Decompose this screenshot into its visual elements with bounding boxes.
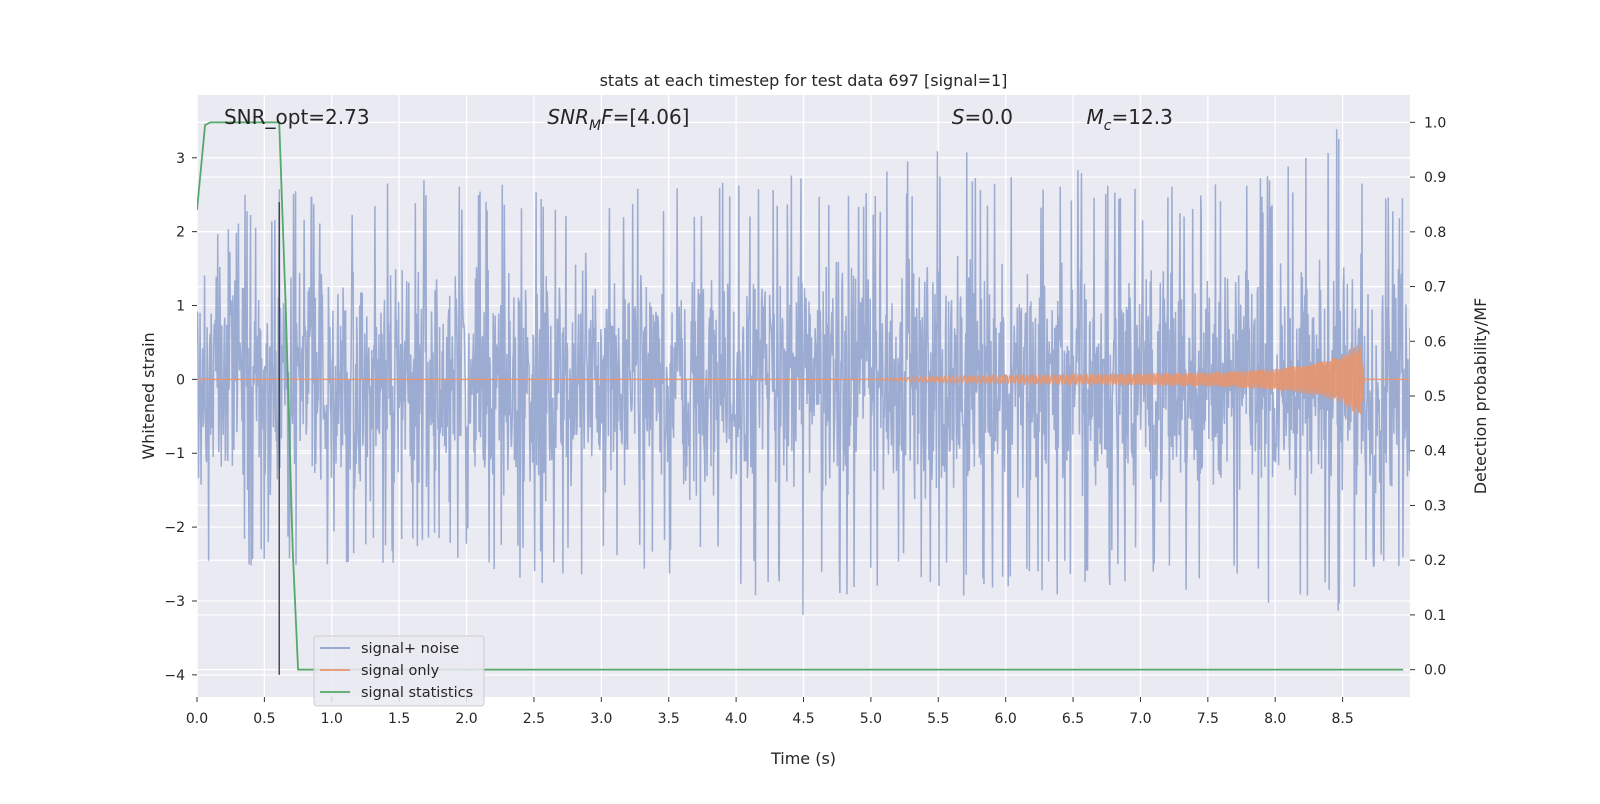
x-tick-label: 0.5 [253,711,275,727]
x-tick-label: 5.0 [860,711,882,727]
legend-label: signal+ noise [361,641,459,657]
y-left-tick-label: −4 [164,668,185,684]
y-right-tick-label: 0.3 [1424,498,1446,514]
y-right-tick-label: 0.0 [1424,663,1446,679]
annotation: Mc=12.3 [1087,105,1173,134]
annotations: SNR_opt=2.73 SNRMF=[4.06] S=0.0 Mc=12.3 [224,105,1173,134]
axes: 0.0 0.5 1.0 1.5 2.0 2.5 3.0 3.5 4.0 4.5 5.0 5.5 6.0 6… [164,115,1446,727]
y-right-tick-label: 0.8 [1424,225,1446,241]
y-left-tick-label: 1 [176,299,185,315]
annotation-tail-rest: =[4.06] [613,105,690,129]
data-layer [197,121,1410,675]
y-right-tick-label: 0.6 [1424,334,1446,350]
annotation-base: M [1087,105,1104,129]
x-tick-label: 6.0 [995,711,1017,727]
annotation-tail: F=[4.06] [601,105,689,129]
x-tick-label: 3.0 [590,711,612,727]
x-tick-label: 7.0 [1129,711,1151,727]
annotation-base: SNR [547,105,589,129]
y-left-tick-label: −1 [164,446,185,462]
x-tick-label: 1.5 [388,711,410,727]
y-axis-label-left: Whitened strain [139,332,158,459]
x-tick-label: 1.0 [321,711,343,727]
y-right-tick-label: 0.5 [1424,389,1446,405]
x-tick-label: 2.0 [455,711,477,727]
annotation: S=0.0 [952,105,1013,129]
annotation-base: S [952,105,965,129]
series-signal-only [197,345,1410,415]
y-right-tick-label: 0.9 [1424,170,1446,186]
annotation: SNRMF=[4.06] [547,105,689,134]
annotation-sub: c [1104,118,1112,134]
chart-title: stats at each timestep for test data 697… [600,71,1008,90]
legend: signal+ noise signal only signal statistic… [313,635,485,707]
x-tick-label: 3.5 [658,711,680,727]
x-tick-label: 4.0 [725,711,747,727]
x-tick-label: 0.0 [186,711,208,727]
annotation: SNR_opt=2.73 [224,105,370,129]
y-right-tick-label: 0.1 [1424,608,1446,624]
y-right-tick-label: 0.7 [1424,280,1446,296]
y-left-tick-label: 0 [176,372,185,388]
y-right-tick-label: 1.0 [1424,115,1446,131]
annotation-tail-italic: F [601,105,613,129]
x-axis-label: Time (s) [770,749,836,768]
y-left-tick-label: −3 [164,594,185,610]
y-axis-label-right: Detection probability/MF [1471,298,1490,495]
x-tick-label: 5.5 [927,711,949,727]
legend-label: signal statistics [361,685,473,701]
x-tick-label: 6.5 [1062,711,1084,727]
x-tick-label: 8.5 [1331,711,1353,727]
x-tick-label: 2.5 [523,711,545,727]
y-right-tick-label: 0.2 [1424,553,1446,569]
y-left-tick-label: −2 [164,520,185,536]
x-tick-label: 8.0 [1264,711,1286,727]
annotation-sub: M [589,118,601,134]
series-signal-statistics [197,121,1404,671]
legend-label: signal only [361,663,440,679]
annotation-tail: =0.0 [964,105,1013,129]
x-tick-label: 7.5 [1197,711,1219,727]
y-left-tick-label: 2 [176,225,185,241]
y-right-tick-label: 0.4 [1424,444,1446,460]
series-signal-noise [197,129,1410,615]
annotation-tail: =12.3 [1112,105,1173,129]
x-tick-label: 4.5 [792,711,814,727]
legend-box [313,635,485,707]
y-left-tick-label: 3 [176,151,185,167]
